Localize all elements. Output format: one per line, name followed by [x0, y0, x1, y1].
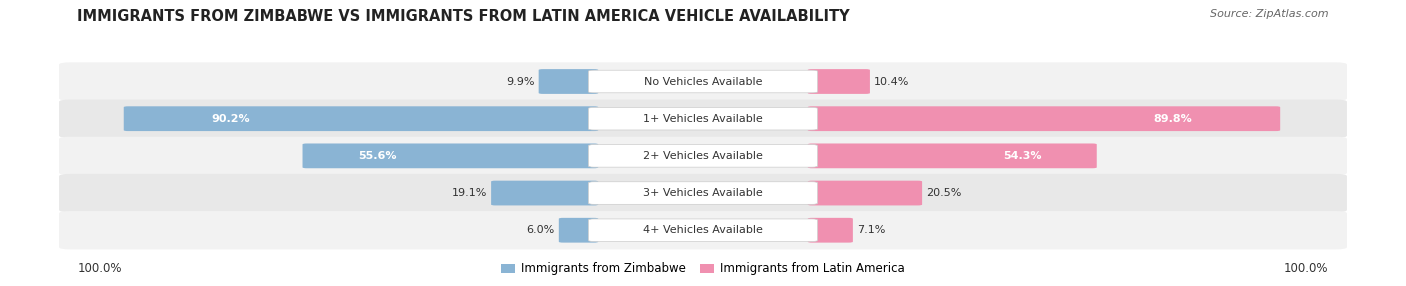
Text: 2+ Vehicles Available: 2+ Vehicles Available	[643, 151, 763, 161]
FancyBboxPatch shape	[491, 181, 599, 205]
Text: 90.2%: 90.2%	[212, 114, 250, 124]
Text: IMMIGRANTS FROM ZIMBABWE VS IMMIGRANTS FROM LATIN AMERICA VEHICLE AVAILABILITY: IMMIGRANTS FROM ZIMBABWE VS IMMIGRANTS F…	[77, 9, 851, 23]
Text: 4+ Vehicles Available: 4+ Vehicles Available	[643, 225, 763, 235]
Text: Source: ZipAtlas.com: Source: ZipAtlas.com	[1211, 9, 1329, 19]
FancyBboxPatch shape	[808, 181, 922, 205]
FancyBboxPatch shape	[588, 219, 818, 241]
FancyBboxPatch shape	[302, 144, 599, 168]
FancyBboxPatch shape	[59, 62, 1347, 101]
FancyBboxPatch shape	[59, 137, 1347, 175]
FancyBboxPatch shape	[124, 106, 599, 131]
FancyBboxPatch shape	[538, 69, 599, 94]
Text: 3+ Vehicles Available: 3+ Vehicles Available	[643, 188, 763, 198]
Text: 100.0%: 100.0%	[77, 262, 122, 275]
Text: 89.8%: 89.8%	[1154, 114, 1192, 124]
FancyBboxPatch shape	[59, 100, 1347, 138]
FancyBboxPatch shape	[588, 108, 818, 130]
Text: 100.0%: 100.0%	[1284, 262, 1329, 275]
Text: 6.0%: 6.0%	[526, 225, 554, 235]
FancyBboxPatch shape	[588, 70, 818, 93]
FancyBboxPatch shape	[588, 182, 818, 204]
FancyBboxPatch shape	[59, 174, 1347, 212]
Legend: Immigrants from Zimbabwe, Immigrants from Latin America: Immigrants from Zimbabwe, Immigrants fro…	[496, 258, 910, 280]
Text: 54.3%: 54.3%	[1004, 151, 1042, 161]
Text: 1+ Vehicles Available: 1+ Vehicles Available	[643, 114, 763, 124]
Text: 19.1%: 19.1%	[451, 188, 486, 198]
Text: 55.6%: 55.6%	[359, 151, 396, 161]
FancyBboxPatch shape	[808, 69, 870, 94]
FancyBboxPatch shape	[588, 145, 818, 167]
Text: 10.4%: 10.4%	[875, 77, 910, 86]
Text: 7.1%: 7.1%	[858, 225, 886, 235]
Text: No Vehicles Available: No Vehicles Available	[644, 77, 762, 86]
Text: 9.9%: 9.9%	[506, 77, 534, 86]
Text: 20.5%: 20.5%	[927, 188, 962, 198]
FancyBboxPatch shape	[59, 211, 1347, 249]
FancyBboxPatch shape	[808, 144, 1097, 168]
FancyBboxPatch shape	[808, 218, 853, 243]
FancyBboxPatch shape	[558, 218, 599, 243]
FancyBboxPatch shape	[808, 106, 1281, 131]
